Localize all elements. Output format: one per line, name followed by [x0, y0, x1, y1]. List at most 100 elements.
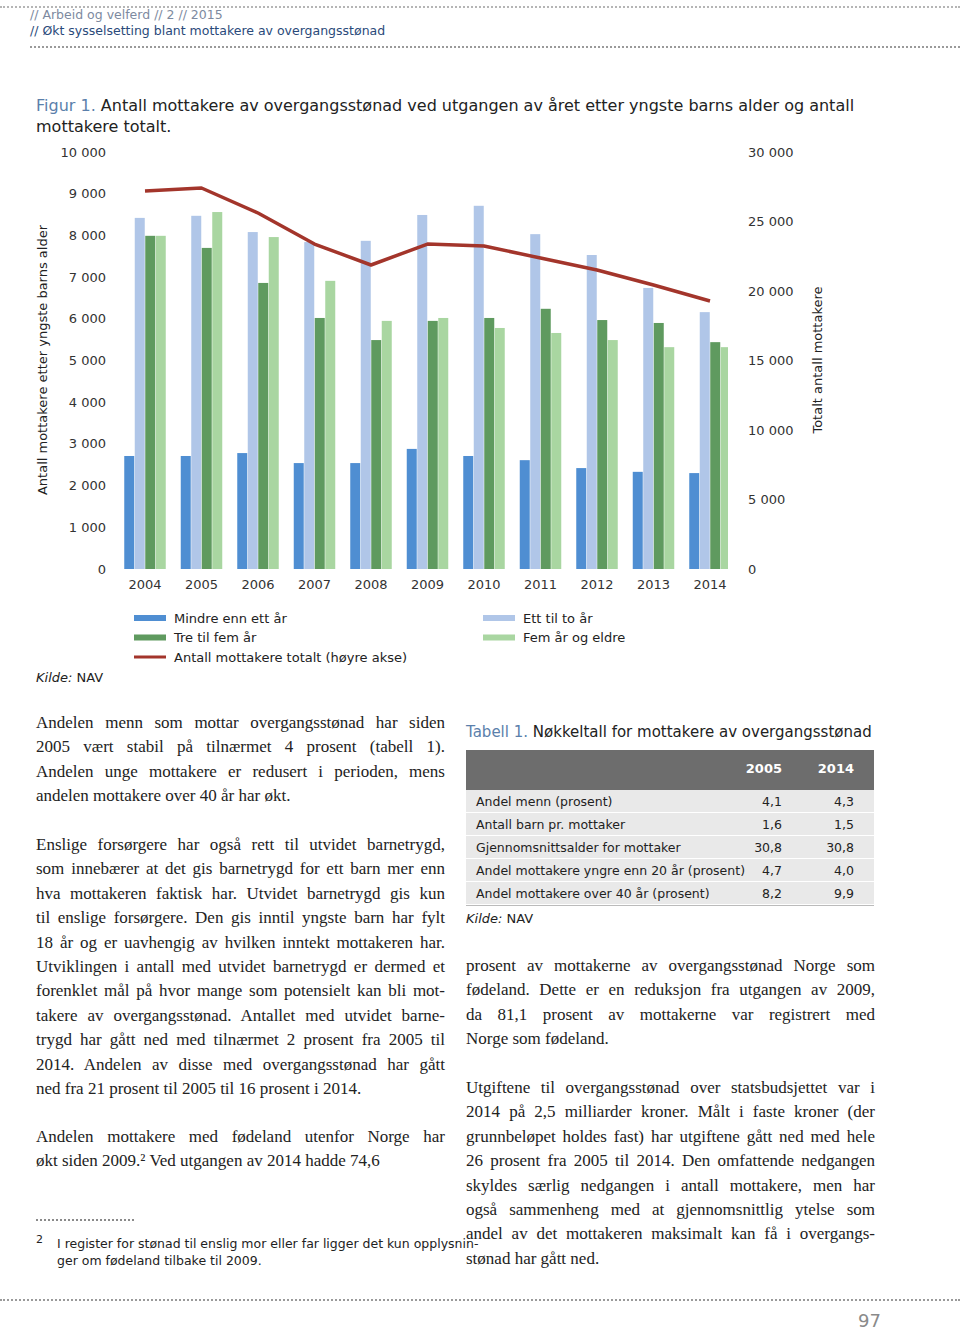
y-tick-label: 10 000 — [61, 145, 107, 160]
body-line: 2014. Andelen av disse med overgangsstøn… — [36, 1053, 445, 1077]
bar — [664, 347, 674, 569]
body-line: da 81,1 prosent av mottakerne var regist… — [466, 1003, 875, 1027]
x-tick-label: 2012 — [580, 577, 613, 592]
legend-swatch — [483, 615, 515, 621]
body-line: fødeland. Dette er en reduksjon fra utga… — [466, 978, 875, 1002]
y2-tick-label: 30 000 — [748, 145, 794, 160]
body-line: andel av det mottakeren maksimalt kan få… — [466, 1222, 875, 1246]
y2-tick — [728, 152, 730, 153]
y-tick — [110, 152, 112, 153]
x-tick-label: 2006 — [241, 577, 274, 592]
x-tick-label: 2007 — [298, 577, 331, 592]
body-line: forenklet mål på hvor mange som potensie… — [36, 979, 445, 1003]
bar — [350, 463, 360, 569]
bar — [135, 218, 145, 569]
table-cell: 4,3 — [794, 794, 854, 809]
bar — [361, 241, 371, 569]
table-cell: Andel mottakere yngre enn 20 år (prosent… — [476, 863, 745, 878]
bar — [237, 453, 247, 569]
y2-tick-label: 15 000 — [748, 353, 794, 368]
table-cell: 30,8 — [794, 840, 854, 855]
table-title-text: Nøkkeltall for mottakere av overgangsstø… — [533, 723, 872, 741]
body-line: skyldes særlig nedgangen i antall mottak… — [466, 1174, 875, 1198]
y-tick-label: 4 000 — [69, 395, 106, 410]
bar — [248, 232, 258, 569]
y-tick — [110, 277, 112, 278]
bar — [294, 463, 304, 569]
bar — [417, 215, 427, 569]
table-cell: 8,2 — [722, 886, 782, 901]
y-tick — [110, 443, 112, 444]
y-tick — [110, 569, 112, 570]
y-tick-label: 5 000 — [69, 353, 106, 368]
y-tick-label: 2 000 — [69, 478, 106, 493]
body-line: grunnbeløpet holdes fast) har utgiftene … — [466, 1125, 875, 1149]
body-line: som innebærer at det gis barnetrygd for … — [36, 857, 445, 881]
bar — [643, 288, 653, 569]
body-line: 2014 på 2,5 milliarder kroner. Målt i fa… — [466, 1100, 875, 1124]
table-label: Tabell 1. — [466, 723, 528, 741]
y2-tick — [728, 221, 730, 222]
x-tick-label: 2008 — [354, 577, 387, 592]
bar — [181, 456, 191, 569]
table-cell: 4,0 — [794, 863, 854, 878]
table-title: Tabell 1. Nøkkeltall for mottakere av ov… — [466, 723, 872, 741]
table-source: Kilde: NAV — [466, 911, 533, 926]
figure-title-line: mottakere totalt. — [36, 116, 854, 137]
legend-swatch — [134, 615, 166, 621]
y2-tick — [728, 569, 730, 570]
footnote-marker: 2 — [36, 1233, 43, 1246]
header-rule — [30, 46, 960, 48]
table-cell: 1,6 — [722, 817, 782, 832]
footnote-line: ger om fødeland tilbake til 2009. — [57, 1253, 262, 1268]
bar — [551, 333, 561, 569]
bar — [474, 206, 484, 569]
footer-rule — [0, 1299, 960, 1301]
bar — [202, 248, 212, 569]
body-line: Andelen mottakere med fødeland utenfor N… — [36, 1125, 445, 1149]
bar — [212, 212, 222, 569]
legend-swatch — [134, 635, 166, 641]
y-tick — [110, 485, 112, 486]
body-line: trygd har gått ned med tilnærmet 2 prose… — [36, 1028, 445, 1052]
bar — [156, 236, 166, 569]
y-tick — [110, 527, 112, 528]
table-cell: 4,7 — [722, 863, 782, 878]
y2-tick — [728, 430, 730, 431]
body-line: økt siden 2009.² Ved utgangen av 2014 ha… — [36, 1149, 445, 1173]
x-tick-label: 2011 — [524, 577, 557, 592]
table-cell: 1,5 — [794, 817, 854, 832]
body-line: Norge som fødeland. — [466, 1027, 875, 1051]
bar — [597, 320, 607, 569]
footnote-rule — [36, 1219, 134, 1221]
y-tick-label: 7 000 — [69, 270, 106, 285]
footnote-line: I register for stønad til enslig mor ell… — [57, 1236, 478, 1251]
bar — [407, 449, 417, 569]
y2-tick-label: 0 — [748, 562, 756, 577]
source-text: NAV — [77, 670, 104, 685]
table-cell: 4,1 — [722, 794, 782, 809]
table-column-header: 2014 — [794, 761, 854, 776]
source-label: Kilde: — [466, 911, 502, 926]
y2-tick — [728, 291, 730, 292]
table-cell: Gjennomsnittsalder for mottaker — [476, 840, 681, 855]
bar — [700, 312, 710, 569]
table-rule — [466, 905, 874, 906]
page: // Arbeid og velferd // 2 // 2015// Økt … — [0, 0, 960, 1334]
legend-label: Fem år og eldre — [523, 630, 625, 645]
y2-tick — [728, 360, 730, 361]
y-tick — [110, 235, 112, 236]
bar — [124, 456, 134, 569]
body-line: andelen mottakere over 40 år har økt. — [36, 784, 445, 808]
y2-tick-label: 10 000 — [748, 423, 794, 438]
body-line: til enslige forsørgere. Den gis inntil y… — [36, 906, 445, 930]
figure-title: Figur 1. Antall mottakere av overgangsst… — [36, 95, 854, 137]
x-tick-label: 2010 — [467, 577, 500, 592]
table-header-band — [466, 750, 874, 790]
page-number: 97 — [858, 1310, 881, 1331]
bar — [382, 321, 392, 569]
y-tick-label: 3 000 — [69, 436, 106, 451]
table-cell: 30,8 — [722, 840, 782, 855]
y-tick — [110, 402, 112, 403]
legend-swatch — [483, 635, 515, 641]
